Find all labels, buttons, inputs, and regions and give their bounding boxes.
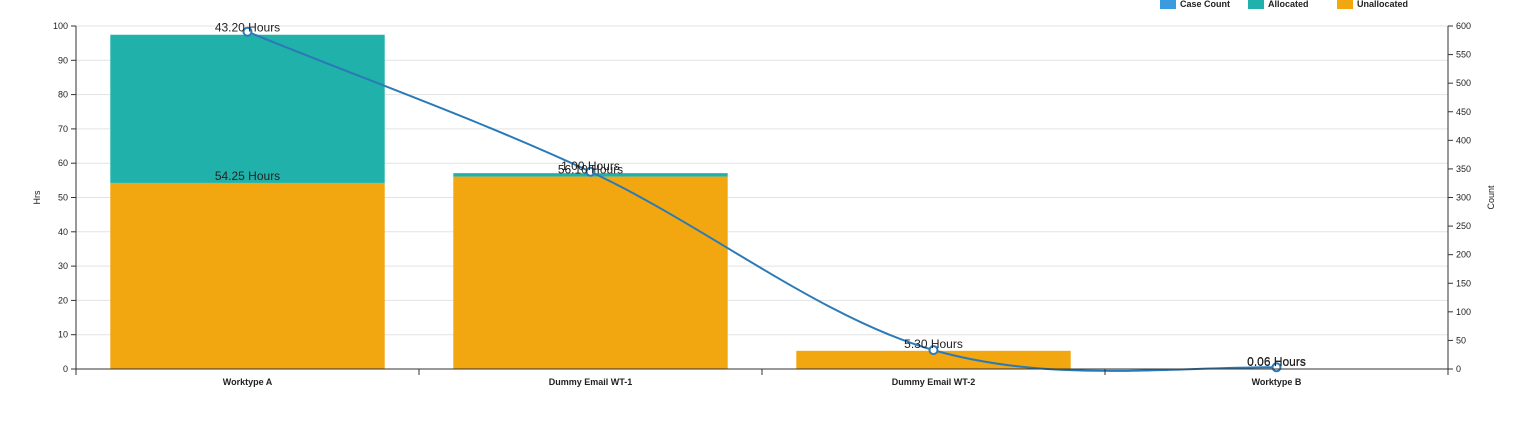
- data-label-allocated-3: 0.06 Hours: [1247, 355, 1306, 369]
- data-label-unallocated-1: 56.10 Hours: [558, 163, 623, 177]
- data-label-allocated-1: 1.00 Hours: [561, 159, 620, 173]
- x-tick-label: Worktype B: [1252, 377, 1302, 387]
- case-count-point-0: [242, 26, 253, 37]
- y-tick-label-right: 600: [1456, 21, 1471, 31]
- bar-unallocated-1: [453, 176, 728, 369]
- case-count-point-1: [585, 166, 596, 177]
- y-tick-label-left: 10: [58, 330, 68, 340]
- y-tick-label-left: 50: [58, 193, 68, 203]
- y-tick-label-right: 450: [1456, 107, 1471, 117]
- y-tick-label-right: 550: [1456, 50, 1471, 60]
- y-tick-label-left: 0: [63, 364, 68, 374]
- y-tick-label-right: 350: [1456, 164, 1471, 174]
- y-tick-label-left: 100: [53, 21, 68, 31]
- legend-swatch-1: [1248, 0, 1264, 9]
- legend-label-0: Case Count: [1180, 0, 1230, 9]
- y-tick-label-left: 70: [58, 124, 68, 134]
- data-label-unallocated-3: 0.06 Hours: [1247, 355, 1306, 369]
- y-tick-label-right: 300: [1456, 193, 1471, 203]
- y-axis-title-left: Hrs: [32, 190, 42, 204]
- y-tick-label-right: 50: [1456, 335, 1466, 345]
- y-tick-label-right: 0: [1456, 364, 1461, 374]
- x-tick-label: Worktype A: [223, 377, 273, 387]
- y-tick-label-right: 250: [1456, 221, 1471, 231]
- y-tick-label-right: 100: [1456, 307, 1471, 317]
- y-tick-label-right: 400: [1456, 135, 1471, 145]
- x-tick-label: Dummy Email WT-1: [549, 377, 633, 387]
- y-tick-label-left: 30: [58, 261, 68, 271]
- bars: [110, 34, 1414, 370]
- data-label-unallocated-0: 54.25 Hours: [215, 169, 280, 183]
- legend-label-2: Unallocated: [1357, 0, 1408, 9]
- y-tick-label-left: 90: [58, 55, 68, 65]
- y-tick-label-left: 60: [58, 158, 68, 168]
- y-tick-label-left: 40: [58, 227, 68, 237]
- legend-swatch-2: [1337, 0, 1353, 9]
- data-label-unallocated-2: 5.30 Hours: [904, 337, 963, 351]
- y-tick-label-left: 20: [58, 295, 68, 305]
- legend: Case Count Allocated Unallocated: [1160, 0, 1408, 9]
- y-tick-label-right: 150: [1456, 278, 1471, 288]
- case-count-point-2: [928, 345, 939, 356]
- case-count-path: [247, 30, 1277, 372]
- legend-label-1: Allocated: [1268, 0, 1309, 9]
- y-axis-title-right: Count: [1486, 185, 1496, 210]
- y-tick-label-left: 80: [58, 90, 68, 100]
- data-label-allocated-0: 43.20 Hours: [215, 21, 280, 35]
- x-tick-label: Dummy Email WT-2: [892, 377, 976, 387]
- bar-unallocated-0: [110, 182, 385, 369]
- y-tick-label-right: 200: [1456, 250, 1471, 260]
- case-count-line: [242, 26, 1282, 373]
- axes: 0 10 20 30 40 50 60 70 80 90 100 0 50 100 150 200 250 300…: [32, 21, 1496, 387]
- bar-allocated-0: [110, 34, 385, 183]
- legend-swatch-0: [1160, 0, 1176, 9]
- y-tick-label-right: 500: [1456, 78, 1471, 88]
